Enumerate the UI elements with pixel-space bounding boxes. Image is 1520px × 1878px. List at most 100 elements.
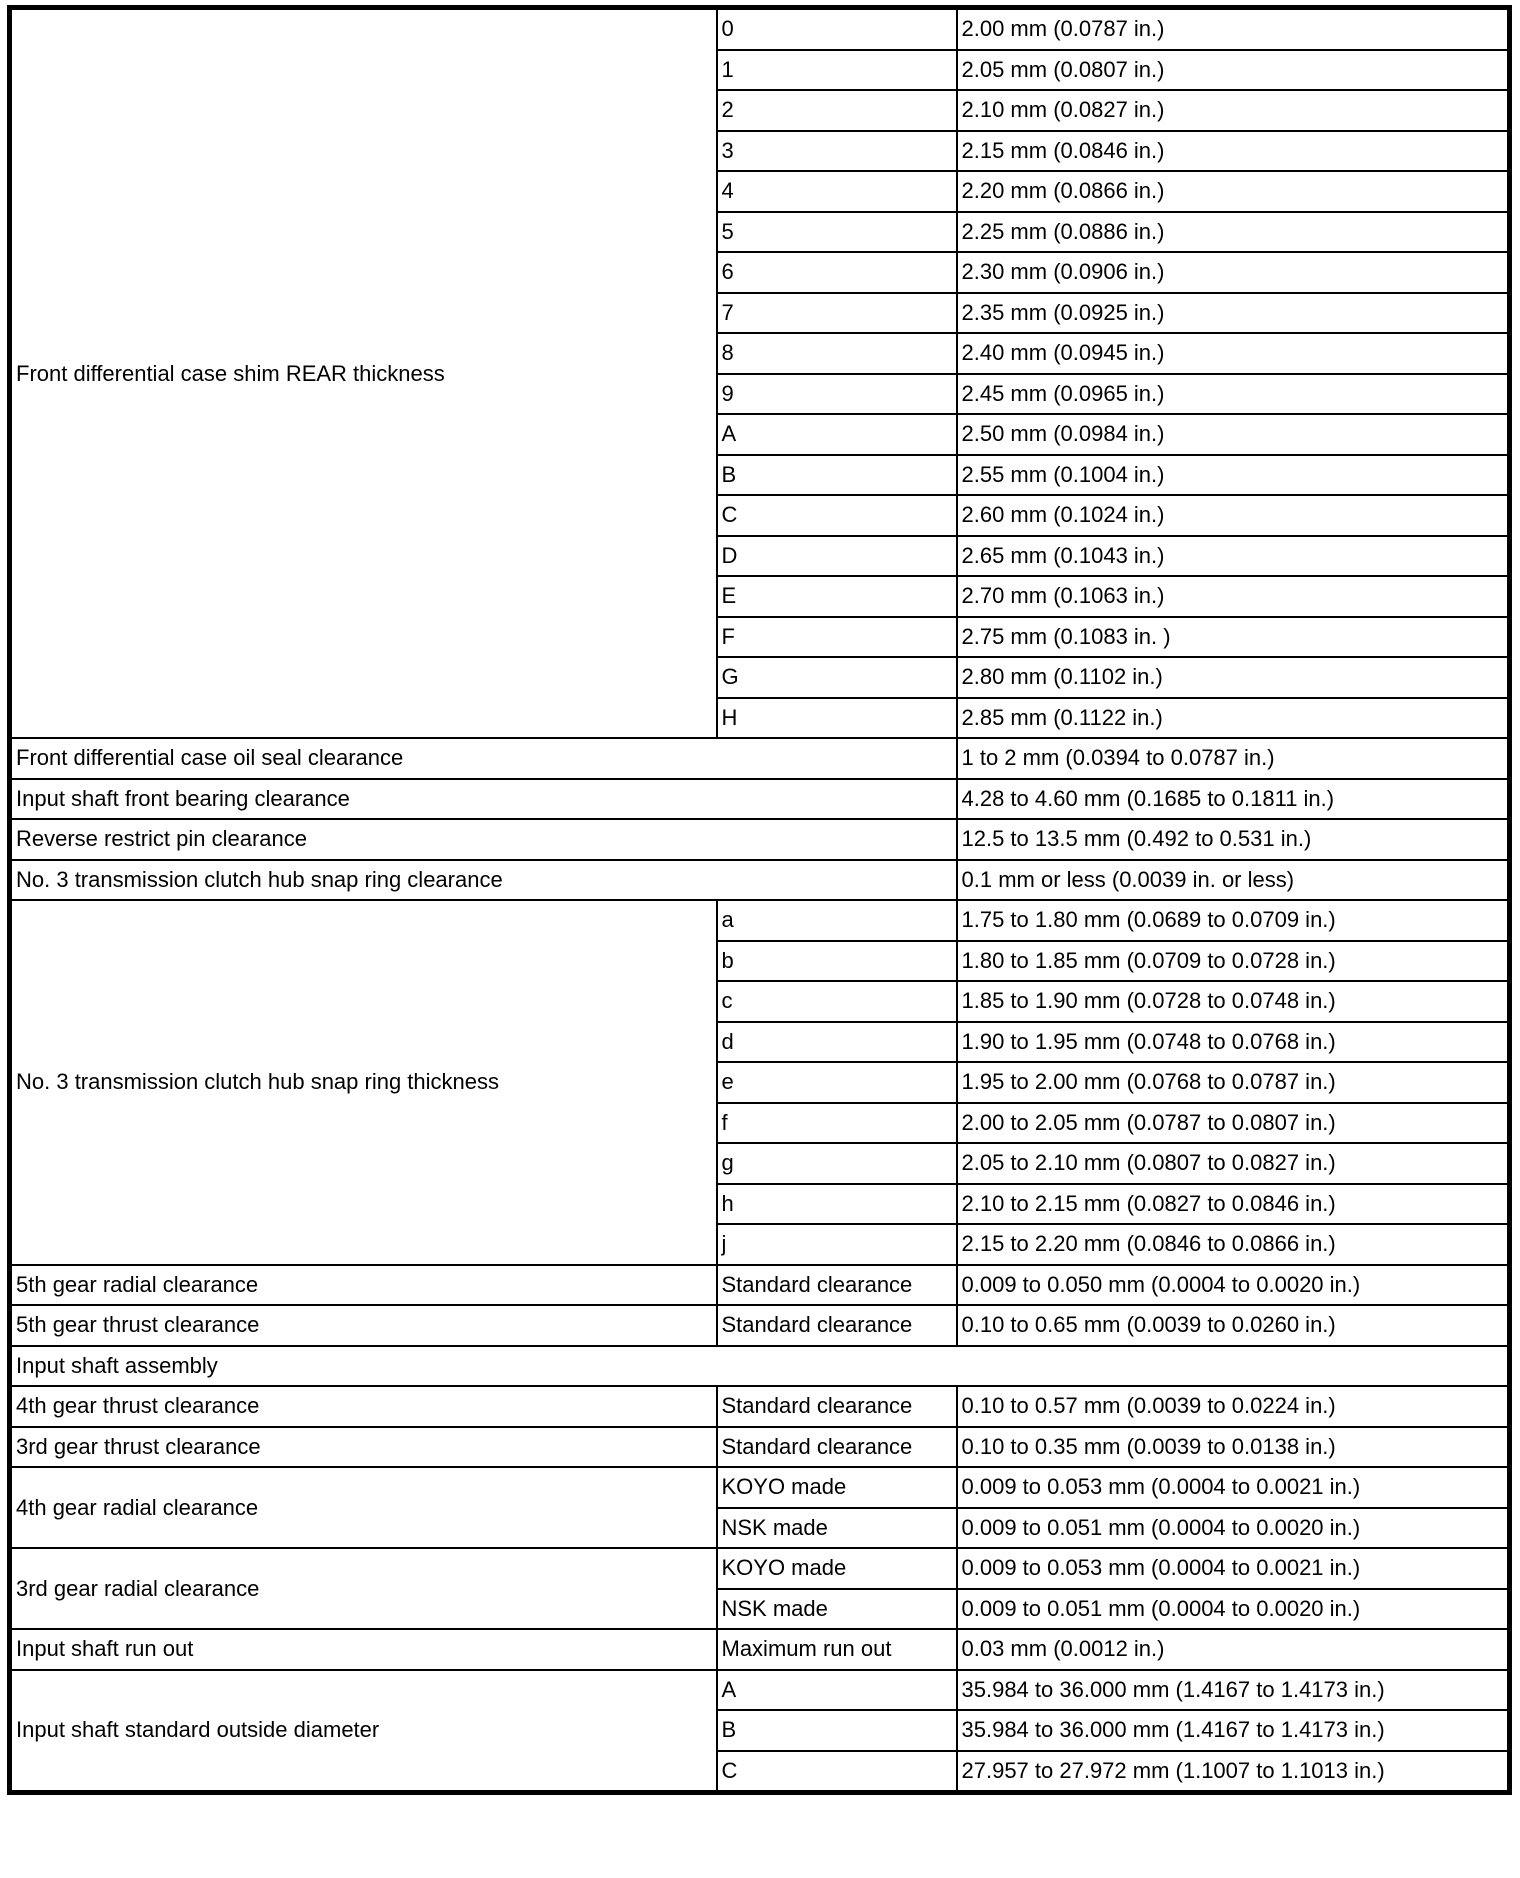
table-row: 2 2.10 mm (0.0827 in.) [10,89,1511,132]
spec-condition: Standard clearance [715,1425,958,1468]
spec-condition: Standard clearance [715,1304,958,1347]
spec-value: 2.70 mm (0.1063 in.) [955,575,1511,618]
spec-value: 2.05 mm (0.0807 in.) [955,48,1511,91]
spec-value: 35.984 to 36.000 mm (1.4167 to 1.4173 in… [955,1709,1511,1752]
spec-condition: h [715,1182,958,1225]
table-row: 9 2.45 mm (0.0965 in.) [10,372,1511,415]
spec-value: 2.10 mm (0.0827 in.) [955,89,1511,132]
spec-value: 0.009 to 0.053 mm (0.0004 to 0.0021 in.) [955,1466,1511,1509]
spec-condition: f [715,1101,958,1144]
spec-value: 2.05 to 2.10 mm (0.0807 to 0.0827 in.) [955,1142,1511,1185]
spec-condition: c [715,980,958,1023]
spec-label: Front differential case shim REAR thickn… [8,6,718,739]
spec-value: 2.20 mm (0.0866 in.) [955,170,1511,213]
spec-value: 2.15 mm (0.0846 in.) [955,129,1511,172]
spec-value: 35.984 to 36.000 mm (1.4167 to 1.4173 in… [955,1668,1511,1711]
spec-value: 2.35 mm (0.0925 in.) [955,291,1511,334]
table-row: D 2.65 mm (0.1043 in.) [10,534,1511,577]
table-row: Input shaft standard outside diameter A 35… [8,1668,1511,1794]
spec-label: 5th gear radial clearance [8,1263,718,1306]
spec-value: 0.10 to 0.57 mm (0.0039 to 0.0224 in.) [955,1385,1511,1428]
spec-label: Front differential case oil seal clearan… [8,737,958,780]
spec-value: 0.009 to 0.051 mm (0.0004 to 0.0020 in.) [955,1506,1511,1549]
spec-value: 2.80 mm (0.1102 in.) [955,656,1511,699]
spec-condition: d [715,1020,958,1063]
table-row: Front differential case shim REAR thickn… [8,6,1511,739]
spec-label: Input shaft front bearing clearance [8,777,958,820]
spec-condition: H [715,696,958,739]
spec-condition: C [715,494,958,537]
spec-condition: Maximum run out [715,1628,958,1671]
spec-value: 2.30 mm (0.0906 in.) [955,251,1511,294]
spec-condition: E [715,575,958,618]
table-row: f 2.00 to 2.05 mm (0.0787 to 0.0807 in.) [10,1101,1511,1144]
spec-condition: NSK made [715,1506,958,1549]
table-row: 6 2.30 mm (0.0906 in.) [10,251,1511,294]
spec-value: 2.45 mm (0.0965 in.) [955,372,1511,415]
spec-value: 0.10 to 0.35 mm (0.0039 to 0.0138 in.) [955,1425,1511,1468]
table-row: c 1.85 to 1.90 mm (0.0728 to 0.0748 in.) [10,980,1511,1023]
spec-condition: Standard clearance [715,1385,958,1428]
spec-value: 2.15 to 2.20 mm (0.0846 to 0.0866 in.) [955,1223,1511,1266]
spec-value: 2.65 mm (0.1043 in.) [955,534,1511,577]
spec-condition: 6 [715,251,958,294]
spec-value: 2.60 mm (0.1024 in.) [955,494,1511,537]
table-row: 4th gear radial clearance KOYO made 0.009 … [8,1466,1511,1549]
table-row: Front differential case oil seal clearan… [8,737,1511,780]
spec-label: No. 3 transmission clutch hub snap ring … [8,858,958,901]
spec-value: 4.28 to 4.60 mm (0.1685 to 0.1811 in.) [955,777,1511,820]
spec-value: 1.90 to 1.95 mm (0.0748 to 0.0768 in.) [955,1020,1511,1063]
spec-value: 2.25 mm (0.0886 in.) [955,210,1511,253]
table-row: Input shaft front bearing clearance 4.28 … [8,777,1511,820]
spec-condition: a [715,899,958,942]
spec-value: 0.009 to 0.053 mm (0.0004 to 0.0021 in.) [955,1547,1511,1590]
spec-condition: F [715,615,958,658]
table-row: No. 3 transmission clutch hub snap ring … [8,858,1511,901]
spec-value: 0.009 to 0.050 mm (0.0004 to 0.0020 in.) [955,1263,1511,1306]
spec-label: 3rd gear radial clearance [8,1547,718,1630]
spec-condition: 7 [715,291,958,334]
spec-value: 27.957 to 27.972 mm (1.1007 to 1.1013 in… [955,1749,1511,1794]
table-row: G 2.80 mm (0.1102 in.) [10,656,1511,699]
spec-condition: B [715,1709,958,1752]
spec-condition: e [715,1061,958,1104]
spec-condition: KOYO made [715,1547,958,1590]
spec-value: 0.03 mm (0.0012 in.) [955,1628,1511,1671]
spec-condition: Standard clearance [715,1263,958,1306]
spec-condition: G [715,656,958,699]
table-row: NSK made 0.009 to 0.051 mm (0.0004 to 0.0… [10,1506,1511,1549]
table-row: 4 2.20 mm (0.0866 in.) [10,170,1511,213]
table-row: g 2.05 to 2.10 mm (0.0807 to 0.0827 in.) [10,1142,1511,1185]
table-row: H 2.85 mm (0.1122 in.) [10,696,1511,739]
spec-value: 2.00 to 2.05 mm (0.0787 to 0.0807 in.) [955,1101,1511,1144]
spec-value: 2.75 mm (0.1083 in. ) [955,615,1511,658]
spec-value: 2.55 mm (0.1004 in.) [955,453,1511,496]
spec-condition: j [715,1223,958,1266]
spec-condition: A [715,1668,958,1711]
spec-condition: 8 [715,332,958,375]
spec-condition: D [715,534,958,577]
spec-table: Front differential case shim REAR thickn… [7,5,1512,1795]
table-row: 7 2.35 mm (0.0925 in.) [10,291,1511,334]
table-row: d 1.90 to 1.95 mm (0.0748 to 0.0768 in.) [10,1020,1511,1063]
table-row: h 2.10 to 2.15 mm (0.0827 to 0.0846 in.) [10,1182,1511,1225]
table-row: C 2.60 mm (0.1024 in.) [10,494,1511,537]
table-row: 5th gear thrust clearance Standard cleara… [8,1304,1511,1347]
table-row: A 2.50 mm (0.0984 in.) [10,413,1511,456]
table-row: 4th gear thrust clearance Standard cleara… [8,1385,1511,1428]
table-row: Input shaft run out Maximum run out 0.03 m… [8,1628,1511,1671]
table-row: 5th gear radial clearance Standard cleara… [8,1263,1511,1306]
spec-condition: 9 [715,372,958,415]
spec-condition: 4 [715,170,958,213]
spec-label: Input shaft standard outside diameter [8,1668,718,1794]
table-row: e 1.95 to 2.00 mm (0.0768 to 0.0787 in.) [10,1061,1511,1104]
spec-condition: B [715,453,958,496]
spec-condition: NSK made [715,1587,958,1630]
spec-condition: C [715,1749,958,1794]
section-row: Input shaft assembly [8,1344,1511,1387]
table-row: F 2.75 mm (0.1083 in. ) [10,615,1511,658]
spec-condition: 0 [715,6,958,51]
table-row: 3 2.15 mm (0.0846 in.) [10,129,1511,172]
table-row: 1 2.05 mm (0.0807 in.) [10,48,1511,91]
spec-label: 3rd gear thrust clearance [8,1425,718,1468]
